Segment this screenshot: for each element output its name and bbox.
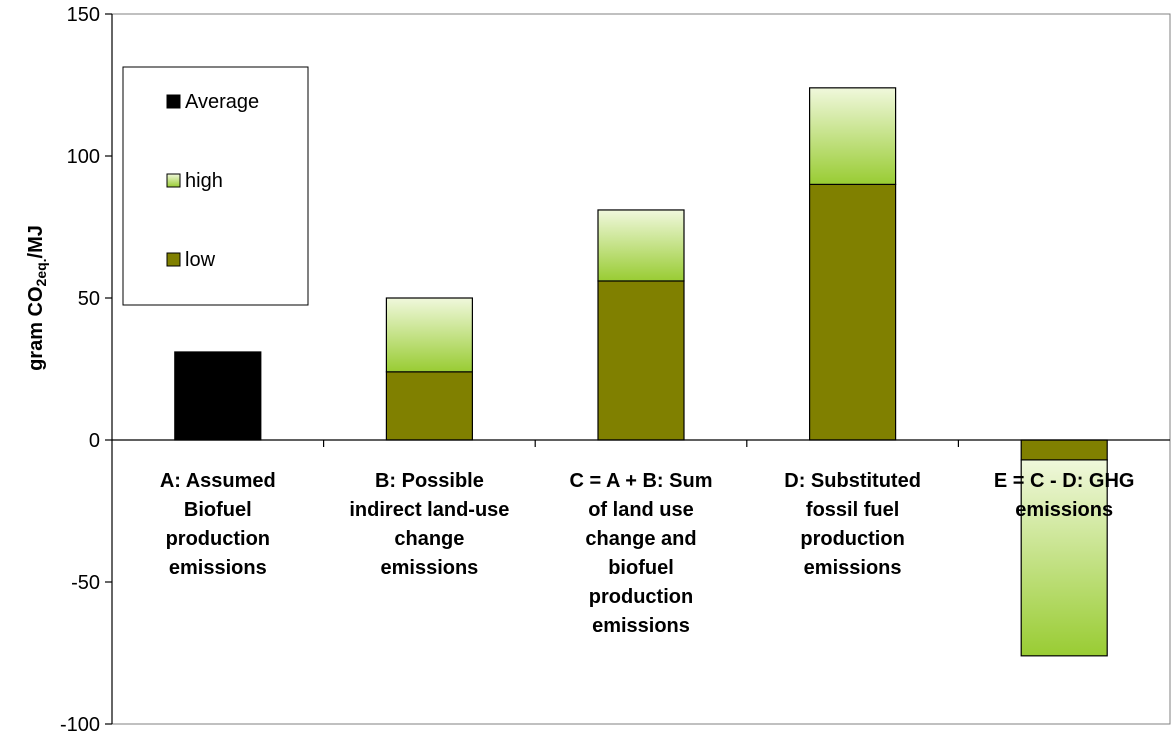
- y-axis-label-unit: /MJ: [25, 225, 47, 258]
- legend-label-average: Average: [185, 91, 259, 113]
- category-label-3: D: Substituted fossil fuel production emiss…: [784, 470, 921, 579]
- y-tick-label--100: -100: [60, 714, 100, 735]
- y-tick-label--50: -50: [71, 572, 100, 594]
- bar-low-1: [385, 371, 473, 441]
- bar-low-3: [808, 183, 897, 441]
- legend-swatch-low: [166, 252, 181, 267]
- bar-low-2: [597, 280, 685, 441]
- y-tick-label-150: 150: [67, 4, 100, 26]
- legend-swatch-high: [166, 173, 181, 188]
- category-label-4: E = C - D: GHG emissions: [994, 470, 1135, 521]
- bar-high-3: [808, 87, 897, 185]
- bar-high-4: [1020, 459, 1108, 657]
- legend-label-high: high: [185, 170, 223, 192]
- bar-low-4: [1020, 439, 1108, 461]
- legend-swatch-average: [166, 94, 181, 109]
- legend-label-low: low: [185, 249, 216, 271]
- y-axis-label: gram CO2eq./MJ: [25, 225, 49, 371]
- legend-box: [122, 66, 309, 306]
- category-labels: A: Assumed Biofuel production emissions B: P…: [160, 470, 1135, 637]
- axes-group: -100 -50 0 50 100 150: [60, 4, 1170, 735]
- y-axis-label-sub: 2eq.: [33, 258, 49, 286]
- category-label-0: A: Assumed Biofuel production emissions: [160, 470, 276, 579]
- bars-group: [174, 87, 1108, 657]
- bar-high-1: [385, 297, 473, 373]
- bar-high-2: [597, 209, 685, 282]
- y-tick-label-0: 0: [89, 430, 100, 452]
- bar-average-0: [174, 351, 262, 441]
- legend: Average high low: [122, 66, 309, 306]
- category-label-2: C = A + B: Sum of land use change and biofu…: [570, 470, 713, 637]
- y-tick-label-50: 50: [78, 288, 100, 310]
- y-axis-label-main: gram CO: [25, 286, 47, 370]
- category-label-1: B: Possible indirect land-use change emissi…: [349, 470, 509, 579]
- y-tick-label-100: 100: [67, 146, 100, 168]
